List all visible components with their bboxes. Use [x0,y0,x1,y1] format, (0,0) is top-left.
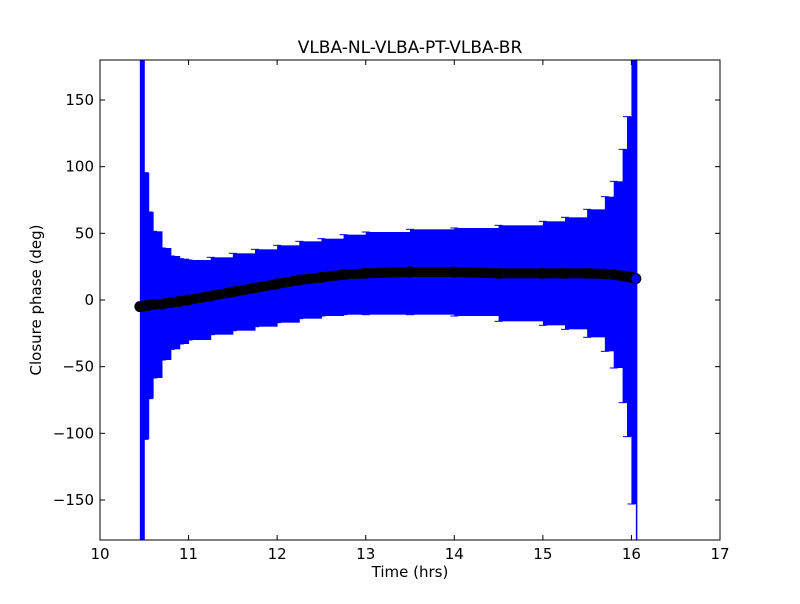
data-point [608,269,620,281]
data-point [315,271,327,283]
x-axis-label: Time (hrs) [371,563,449,581]
data-point [360,267,372,279]
data-point [165,297,177,309]
y-tick-label: 0 [84,291,94,309]
x-tick-label: 10 [90,545,109,563]
y-tick-label: −100 [53,424,94,442]
data-point [448,266,460,278]
data-trace [360,267,415,279]
data-point [183,294,195,306]
data-point [559,267,571,279]
y-tick-label: −50 [62,358,94,376]
x-tick-label: 11 [179,545,198,563]
y-tick-label: 100 [65,158,94,176]
data-point [205,290,217,302]
plot-frame [99,59,721,541]
data-point [271,278,283,290]
x-tick-label: 12 [268,545,287,563]
data-point [293,274,305,286]
data-points [134,266,642,313]
axis-ticks: 10 11 12 13 14 15 16 17 150 100 50 0 −50 −100 −150 [53,60,730,563]
x-tick-label: 14 [445,545,464,563]
y-tick-label: −150 [53,491,94,509]
data-point [338,269,350,281]
data-point [537,267,549,279]
data-point [174,295,186,307]
x-tick-label: 13 [356,545,375,563]
x-tick-label: 17 [710,545,729,563]
y-axis-label: Closure phase (deg) [27,225,45,376]
data-point [404,266,416,278]
y-tick-label: 150 [65,91,94,109]
data-point [581,267,593,279]
error-bar [635,60,638,540]
error-bar [139,60,145,540]
data-point [630,273,642,285]
x-tick-label: 15 [533,545,552,563]
y-tick-label: 50 [75,224,94,242]
data-point [156,298,168,310]
chart-title: VLBA-NL-VLBA-PT-VLBA-BR [298,38,523,58]
x-tick-label: 16 [622,545,641,563]
data-point [493,267,505,279]
data-trace [449,267,504,279]
data-point [249,282,261,294]
data-point [227,286,239,298]
